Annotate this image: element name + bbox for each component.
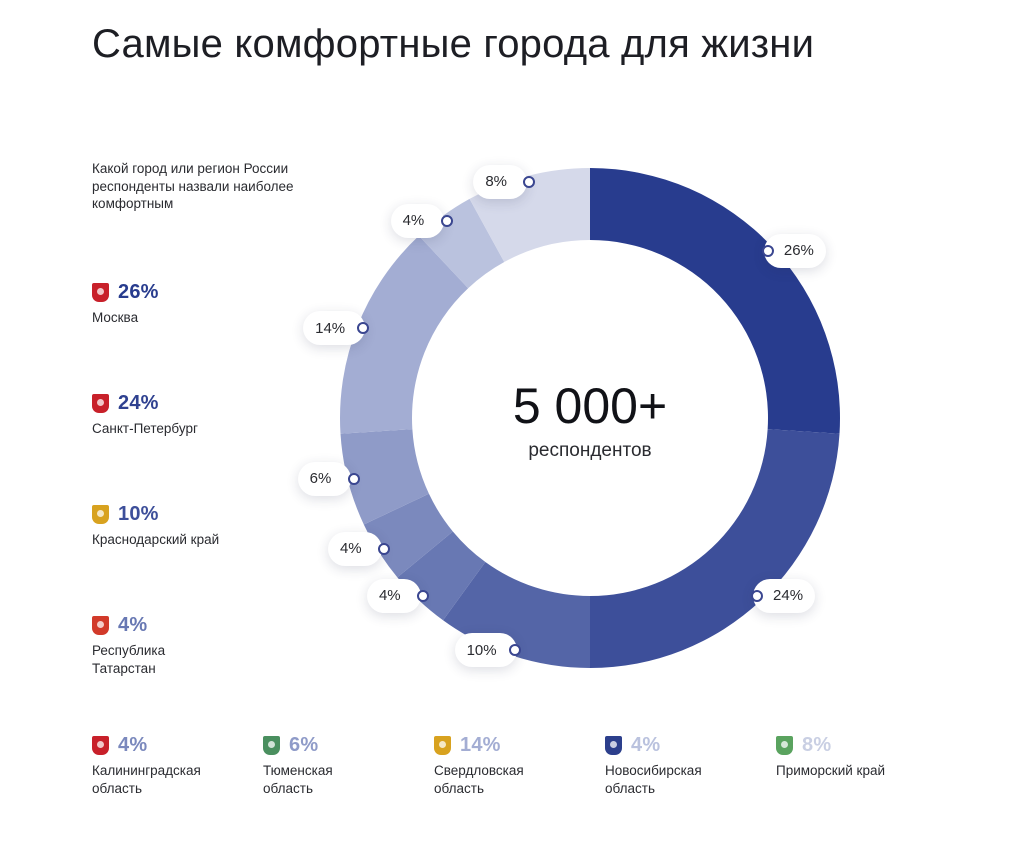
legend-label: Тюменская область: [263, 763, 333, 796]
chart-subtitle: Какой город или регион России респондент…: [92, 161, 294, 211]
donut-slice: [590, 168, 840, 434]
legend-percent: 10%: [118, 502, 159, 525]
slice-value-label: 10%: [454, 633, 517, 668]
donut-slice: [339, 235, 469, 434]
legend-label: Республика Татарстан: [92, 643, 166, 676]
legend-item-moscow: 26% Москва: [92, 280, 262, 327]
legend-percent: 4%: [631, 733, 661, 756]
page-title: Самые комфортные города для жизни: [92, 22, 815, 66]
callout-dot: [761, 244, 774, 257]
respondents-label: респондентов: [528, 440, 652, 461]
respondents-count: 5 000+: [512, 378, 668, 434]
legend-item-krasnodar: 10% Краснодарский край: [92, 502, 222, 549]
sverdlovsk-emblem-icon: [434, 735, 451, 755]
legend-item-saint-petersburg: 24% Санкт-Петербург: [92, 391, 262, 438]
legend-item-tyumen: 6% Тюменская область: [263, 733, 373, 797]
legend-label: Санкт-Петербург: [92, 421, 198, 436]
novosibirsk-emblem-icon: [605, 735, 622, 755]
callout-dot: [508, 644, 521, 657]
slice-value-label: 14%: [303, 311, 366, 346]
legend-label: Свердловская область: [434, 763, 524, 796]
callout-dot: [751, 589, 764, 602]
callout-dot: [377, 542, 390, 555]
legend-percent: 14%: [460, 733, 501, 756]
legend-label: Москва: [92, 310, 139, 325]
kaliningrad-emblem-icon: [92, 735, 109, 755]
legend-percent: 4%: [118, 613, 148, 636]
legend-item-kaliningrad: 4% Калининградская область: [92, 733, 222, 797]
legend-percent: 4%: [118, 733, 148, 756]
legend-item-sverdlovsk: 14% Свердловская область: [434, 733, 554, 797]
callout-dot: [357, 322, 370, 335]
slice-value-label: 26%: [763, 233, 826, 268]
donut-slice: [340, 429, 429, 525]
callout-dot: [347, 472, 360, 485]
krasnodar-emblem-icon: [92, 504, 109, 524]
slice-value-label: 24%: [753, 578, 816, 613]
callout-dot: [523, 175, 536, 188]
primorsky-emblem-icon: [776, 735, 793, 755]
legend-item-primorsky: 8% Приморский край: [776, 733, 886, 780]
legend-percent: 24%: [118, 391, 159, 414]
donut-slice: [590, 429, 840, 668]
tyumen-emblem-icon: [263, 735, 280, 755]
slice-value-label: 8%: [473, 164, 527, 199]
callout-dot: [416, 589, 429, 602]
slice-value-label: 4%: [366, 578, 421, 613]
moscow-emblem-icon: [92, 282, 109, 302]
donut-slice: [363, 493, 453, 578]
tatarstan-emblem-icon: [92, 615, 109, 635]
legend-label: Калининградская область: [92, 763, 201, 796]
legend-item-novosibirsk: 4% Новосибирская область: [605, 733, 730, 797]
spb-emblem-icon: [92, 393, 109, 413]
slice-value-label: 4%: [390, 203, 445, 238]
slice-value-label: 6%: [297, 461, 352, 496]
legend-percent: 6%: [289, 733, 319, 756]
legend-percent: 8%: [802, 733, 832, 756]
legend-item-tatarstan: 4% Республика Татарстан: [92, 613, 202, 677]
legend-label: Новосибирская область: [605, 763, 702, 796]
legend-label: Краснодарский край: [92, 532, 220, 547]
legend-percent: 26%: [118, 280, 159, 303]
legend-label: Приморский край: [776, 763, 886, 778]
slice-value-label: 4%: [327, 531, 382, 566]
callout-dot: [440, 214, 453, 227]
